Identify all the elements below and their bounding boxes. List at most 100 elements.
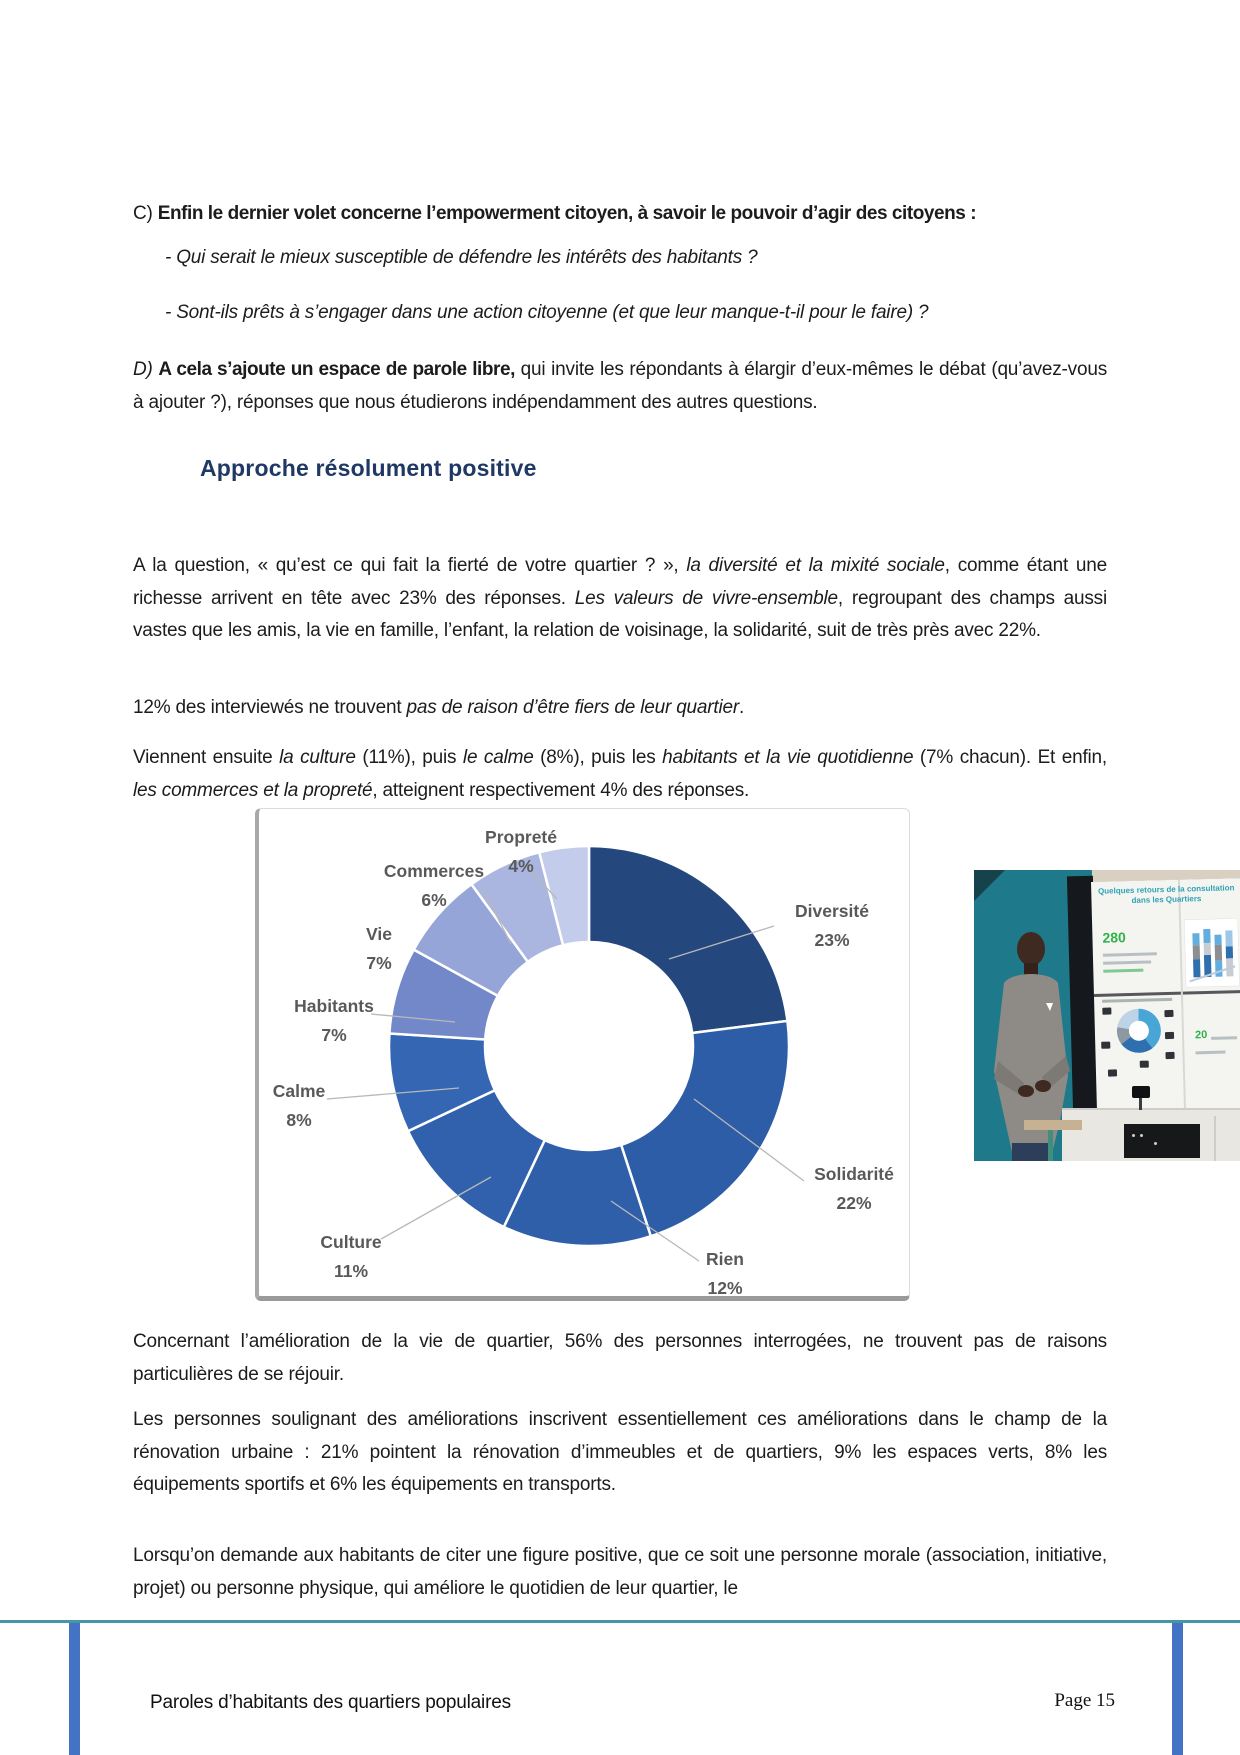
bullet-question-2: - Sont-ils prêts à s’engager dans une ac… <box>165 297 1107 330</box>
footer-left-bar <box>69 1623 80 1755</box>
chart-label-value: 8% <box>286 1110 312 1130</box>
chart-label-name: Rien <box>706 1249 744 1269</box>
chart-label-propreté: Propreté 4% <box>485 823 557 881</box>
text-segment: Les valeurs de vivre-ensemble <box>574 587 838 609</box>
donut-chart: Diversité 23% Solidarité 22% Rien 12% Culture 1… <box>255 808 910 1301</box>
chart-label-culture: Culture 11% <box>320 1228 381 1286</box>
footer-right-bar <box>1172 1623 1183 1755</box>
section-heading: Approche résolument positive <box>200 455 537 481</box>
label-leader-line <box>610 1200 700 1262</box>
slide-icon-chip <box>1107 1069 1118 1077</box>
chart-label-value: 7% <box>366 953 392 973</box>
text-segment: qui invite les répondants à élargir d’eu… <box>133 359 1107 413</box>
donut-slice-solidarité <box>619 1019 791 1238</box>
paragraph-d: D) A cela s’ajoute un espace de parole l… <box>133 354 1107 419</box>
label-leader-line <box>668 925 775 960</box>
slide-caption-line <box>1102 997 1173 1003</box>
chart-label-value: 6% <box>421 890 447 910</box>
chart-label-solidarité: Solidarité 22% <box>814 1160 894 1218</box>
screen-seam-horizontal <box>1093 990 1240 997</box>
donut-slice-propreté <box>537 844 591 947</box>
paragraph-figure-positive: Lorsqu’on demande aux habitants de citer… <box>133 1540 1107 1605</box>
chart-label-vie: Vie 7% <box>366 920 392 978</box>
text-segment: , regroupant des champs aussi vastes que… <box>133 587 1107 642</box>
slide-donut-chart <box>1116 1008 1162 1054</box>
presenter-pocket-square <box>1046 1003 1053 1011</box>
label-leader-line <box>370 1013 456 1023</box>
text-segment: . <box>739 697 745 718</box>
slide-text-line <box>1103 960 1152 965</box>
paragraph-c: C) Enfin le dernier volet concerne l’emp… <box>133 198 1107 231</box>
chart-label-value: 22% <box>836 1193 872 1213</box>
photo-corner-shade <box>974 870 1006 902</box>
chart-label-value: 23% <box>814 930 850 950</box>
presenter-hand-left <box>1018 1085 1034 1097</box>
text-segment: C) <box>133 203 158 224</box>
text-segment: habitants et la vie quotidienne <box>662 747 914 768</box>
presentation-photo: Quelques retours de la consultation dans… <box>974 870 1240 1161</box>
cabinet-door-line <box>1214 1116 1216 1161</box>
paragraph-ameliorations: Les personnes soulignant des amélioratio… <box>133 1404 1107 1502</box>
text-segment: Enfin le dernier volet concerne l’empowe… <box>157 203 977 224</box>
photo-presenter <box>994 932 1070 1161</box>
text-segment: A la question, « qu’est ce qui fait la f… <box>133 555 687 576</box>
presenter-jeans <box>1012 1143 1052 1161</box>
chart-label-calme: Calme 8% <box>273 1077 326 1135</box>
equipment-light <box>1154 1142 1157 1145</box>
text-segment: le calme <box>462 747 534 768</box>
equipment-light <box>1140 1134 1143 1137</box>
paragraph-concernant: Concernant l’amélioration de la vie de q… <box>133 1326 1107 1391</box>
text-segment: , comme étant une richesse arrivent en t… <box>133 555 1107 609</box>
label-leader-line <box>326 1087 460 1100</box>
text-segment: (7% chacun). Et enfin, <box>913 747 1107 768</box>
donut-chart-svg <box>326 844 805 1262</box>
paragraph-fierte: A la question, « qu’est ce qui fait la f… <box>133 550 1107 648</box>
chart-label-name: Propreté <box>485 827 557 847</box>
text-segment: A cela s’ajoute un espace de parole libr… <box>158 359 515 380</box>
text-segment: D) <box>133 359 159 380</box>
text-segment: - Sont-ils prêts à s’engager dans une ac… <box>165 302 929 323</box>
slide-icon-chip <box>1164 1009 1174 1018</box>
paragraph-viennent: Viennent ensuite la culture (11%), puis … <box>133 742 1107 807</box>
presenter-arm-left <box>994 1061 1024 1095</box>
presenter-jacket <box>994 974 1068 1161</box>
slide-title: Quelques retours de la consultation dans… <box>1097 883 1235 905</box>
photo-lectern-leg <box>1048 1130 1053 1161</box>
slide-text-line <box>1211 1036 1238 1040</box>
slide-bar-chart <box>1184 918 1240 988</box>
text-segment: Concernant l’amélioration de la vie de q… <box>133 1331 1107 1385</box>
text-segment: les commerces et la propreté <box>133 779 373 801</box>
presenter-head <box>1017 932 1045 966</box>
chart-label-name: Diversité <box>795 901 869 921</box>
paragraph-12pct: 12% des interviewés ne trouvent pas de r… <box>133 692 1107 725</box>
chart-label-habitants: Habitants 7% <box>294 992 374 1050</box>
photo-camera-pole <box>1139 1098 1142 1110</box>
photo-camera <box>1132 1086 1150 1098</box>
chart-label-value: 12% <box>707 1278 743 1298</box>
label-leader-line <box>530 870 558 900</box>
slide-icon-chip <box>1165 1051 1175 1060</box>
text-segment: Les personnes soulignant des amélioratio… <box>133 1409 1107 1495</box>
chart-label-commerces: Commerces 6% <box>384 857 484 915</box>
slide-icon-chip <box>1101 1041 1111 1049</box>
text-segment: - Qui serait le mieux susceptible de déf… <box>165 247 758 268</box>
chart-label-name: Vie <box>366 924 392 944</box>
text-segment: Lorsqu’on demande aux habitants de citer… <box>133 1545 1107 1599</box>
donut-slice-diversité <box>587 844 789 1035</box>
presenter-neck <box>1024 963 1038 975</box>
slide-text-line <box>1103 968 1144 973</box>
label-leader-line <box>380 1176 492 1240</box>
text-segment: 12% des interviewés ne trouvent <box>133 697 407 718</box>
chart-label-value: 11% <box>333 1261 369 1281</box>
photo-av-equipment <box>1124 1124 1200 1158</box>
text-segment: la diversité et la mixité sociale <box>686 555 945 576</box>
slide-icon-chip <box>1102 1007 1112 1015</box>
chart-label-name: Calme <box>272 1081 326 1101</box>
text-segment: pas de raison d’être fiers de leur quart… <box>406 697 740 718</box>
chart-label-diversité: Diversité 23% <box>795 897 869 955</box>
chart-label-value: 4% <box>508 856 534 876</box>
text-segment: la culture <box>279 747 356 768</box>
screen-seam-vertical <box>1177 879 1187 1112</box>
slide-icon-chip <box>1139 1060 1149 1068</box>
footer-rule <box>0 1620 1240 1623</box>
